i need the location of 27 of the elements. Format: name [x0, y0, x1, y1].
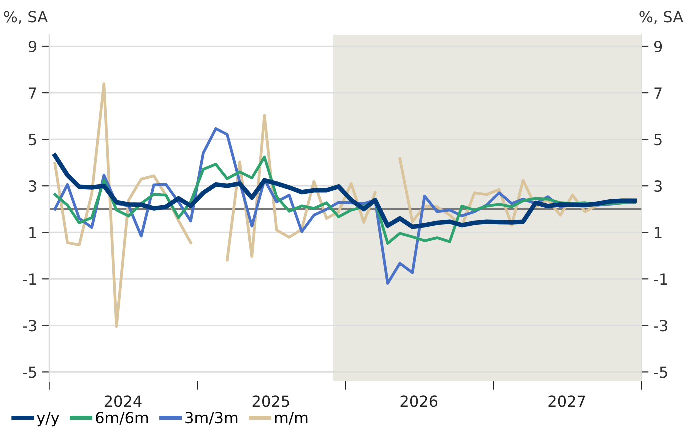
y2-tick-label: -5: [654, 366, 668, 378]
y-tick-label: 3: [29, 180, 36, 192]
y2-tick-label: -3: [654, 320, 668, 332]
legend-label: m/m: [275, 412, 308, 425]
y2-tick-label: 7: [654, 88, 662, 99]
y-tick-label: 1: [30, 227, 36, 238]
y2-tick-label: 9: [654, 40, 662, 53]
y-axis-title: %, SA: [4, 11, 48, 24]
y2-tick-label: -1: [654, 274, 668, 285]
y-tick-label: 7: [29, 88, 36, 99]
y2-tick-label: 1: [655, 227, 662, 238]
y-tick-label: -3: [23, 320, 36, 332]
legend-label: 6m/6m: [96, 412, 148, 425]
y-tick-label: -5: [23, 366, 36, 378]
x-tick-label: 2027: [548, 396, 586, 408]
x-tick-label: 2025: [252, 396, 290, 408]
x-tick-label: 2024: [104, 396, 142, 408]
line-series: [52, 154, 637, 230]
y2-tick-label: 3: [654, 180, 662, 192]
legend-label: 3m/3m: [186, 412, 238, 425]
y-tick-label: 9: [28, 40, 37, 53]
legend-label: y/y: [37, 412, 60, 427]
x-tick-label: 2026: [400, 396, 438, 408]
y-tick-label: 5: [29, 134, 36, 146]
y-tick-label: -1: [23, 274, 36, 285]
y2-axis-title: %, SA: [640, 11, 684, 24]
y2-tick-label: 5: [654, 134, 662, 146]
